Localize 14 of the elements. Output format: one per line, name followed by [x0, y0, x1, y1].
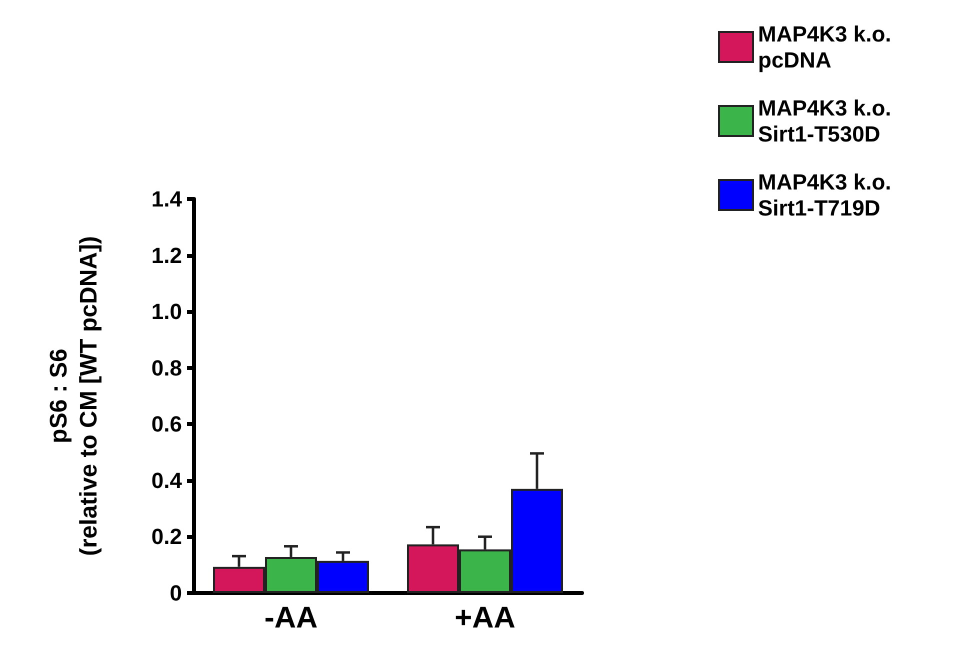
y-tick-label: 0.4 — [151, 468, 183, 493]
legend-label: MAP4K3 k.o. Sirt1-T719D — [758, 170, 892, 220]
y-tick-label: 1.2 — [151, 242, 182, 268]
y-axis-title: pS6 : S6 (relative to CM [WT pcDNA]) — [46, 236, 102, 556]
y-tick-label: 1.0 — [151, 299, 182, 324]
y-tick-label: 0.8 — [151, 355, 182, 380]
legend-label: MAP4K3 k.o. pcDNA — [758, 22, 892, 72]
x-tick-label: -AA — [264, 602, 318, 634]
y-tick-label: 1.4 — [151, 186, 183, 212]
y-tick-label: 0 — [170, 580, 182, 606]
y-tick-label: 0.2 — [151, 524, 182, 550]
y-tick-label: 0.6 — [151, 412, 182, 437]
legend-label: MAP4K3 k.o. Sirt1-T530D — [758, 96, 892, 146]
x-tick-label: +AA — [454, 602, 516, 634]
